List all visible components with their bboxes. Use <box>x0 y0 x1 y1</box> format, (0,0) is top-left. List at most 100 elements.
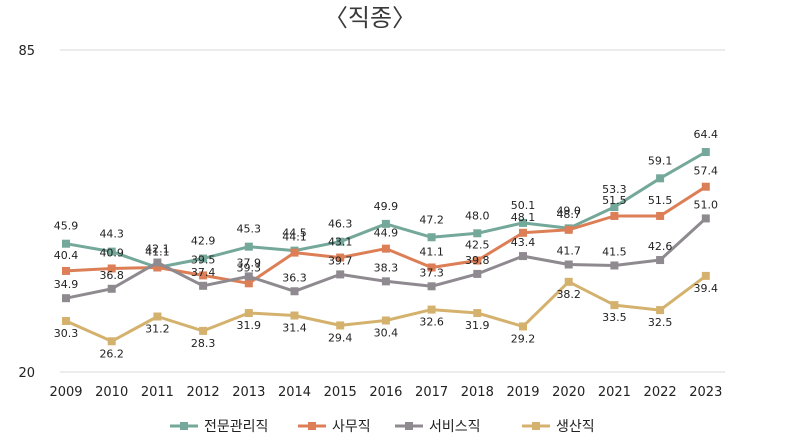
data-point <box>610 301 619 310</box>
legend-item: 생산직 <box>522 419 595 435</box>
data-point <box>62 266 70 275</box>
data-label: 43.4 <box>511 236 536 249</box>
data-point <box>519 218 527 227</box>
data-label: 34.9 <box>54 278 79 291</box>
chart-title: 〈직종〉 <box>324 4 416 32</box>
data-point <box>701 271 710 280</box>
series-3 <box>62 214 710 303</box>
data-point <box>701 214 710 223</box>
data-label: 50.1 <box>511 199 536 212</box>
data-point <box>564 225 573 234</box>
data-label: 45.9 <box>54 220 79 233</box>
data-point <box>199 254 208 263</box>
data-point <box>610 203 619 212</box>
data-label: 29.4 <box>328 331 353 344</box>
data-label: 39.7 <box>328 254 353 267</box>
x-tick-label: 2022 <box>644 385 677 400</box>
data-label: 41.5 <box>602 245 627 258</box>
data-label: 44.5 <box>282 227 307 240</box>
data-label: 40.9 <box>99 246 124 259</box>
data-point <box>153 263 162 272</box>
data-label: 57.4 <box>694 165 719 178</box>
data-point <box>381 219 390 228</box>
data-point <box>199 326 208 335</box>
data-point <box>473 269 482 278</box>
data-label: 37.3 <box>419 266 444 279</box>
data-label: 30.3 <box>54 327 79 340</box>
x-tick-label: 2009 <box>49 385 82 400</box>
data-point <box>107 264 116 273</box>
x-tick-label: 2015 <box>324 385 357 400</box>
data-point <box>656 211 665 220</box>
data-label: 30.4 <box>374 326 399 339</box>
data-point <box>290 248 299 257</box>
x-tick-label: 2023 <box>689 385 722 400</box>
series-4 <box>62 271 710 346</box>
data-point <box>564 277 573 286</box>
data-labels: 45.9 44.3 42.9 45.3 44.5 46.3 49.9 47.2 48.0 50.1… <box>54 128 718 360</box>
x-tick-label: 2011 <box>141 385 174 400</box>
x-tick-label: 2010 <box>95 385 128 400</box>
x-tick-layer: 2009 2010 2011 2012 2013 2014 2015 2016 2017 2018… <box>49 385 722 400</box>
data-label: 36.3 <box>282 271 307 284</box>
x-tick-label: 2018 <box>461 385 494 400</box>
data-point <box>199 271 208 280</box>
x-tick-label: 2021 <box>598 385 631 400</box>
legend-swatch-marker <box>532 422 540 430</box>
data-label: 45.3 <box>237 223 262 236</box>
data-point <box>427 233 436 242</box>
data-point <box>336 270 345 279</box>
data-label: 49.0 <box>556 204 581 217</box>
data-point <box>336 321 345 330</box>
data-label: 42.1 <box>145 243 170 256</box>
data-label: 39.3 <box>237 261 262 274</box>
data-point <box>244 309 253 318</box>
data-point <box>656 256 665 265</box>
y-tick-min: 20 <box>18 366 35 381</box>
data-label: 41.7 <box>556 245 581 258</box>
data-point <box>519 252 527 261</box>
legend: 전문관리직 사무직 서비스직 생산직 <box>170 419 595 435</box>
data-point <box>656 306 665 315</box>
data-label: 46.3 <box>328 218 353 231</box>
legend-label: 사무직 <box>332 419 371 435</box>
data-point <box>381 244 390 253</box>
data-label: 36.8 <box>99 269 124 282</box>
data-label: 28.3 <box>191 337 216 350</box>
data-label: 43.1 <box>328 236 353 249</box>
legend-label: 전문관리직 <box>204 419 268 435</box>
data-point <box>519 322 527 331</box>
legend-item: 전문관리직 <box>170 419 268 435</box>
data-label: 53.3 <box>602 183 627 196</box>
data-label: 44.9 <box>374 227 399 240</box>
data-label: 31.9 <box>465 319 490 332</box>
data-label: 48.0 <box>465 209 490 222</box>
data-label: 48.7 <box>556 208 581 221</box>
x-tick-label: 2012 <box>187 385 220 400</box>
legend-item: 서비스직 <box>395 419 481 435</box>
data-label: 32.6 <box>419 316 444 329</box>
data-point <box>336 237 345 246</box>
data-label: 39.5 <box>191 253 216 266</box>
series-1 <box>62 148 710 272</box>
data-label: 31.2 <box>145 323 170 336</box>
data-label: 44.1 <box>282 231 307 244</box>
data-point <box>290 287 299 296</box>
data-label: 51.5 <box>602 194 627 207</box>
data-label: 42.5 <box>465 239 490 252</box>
data-label: 42.9 <box>191 235 216 248</box>
legend-swatch-marker <box>180 422 188 430</box>
data-point <box>701 182 710 191</box>
data-label: 48.1 <box>511 211 536 224</box>
legend-swatch-marker <box>308 422 316 430</box>
x-tick-label: 2014 <box>278 385 311 400</box>
data-label: 39.4 <box>694 282 719 295</box>
data-point <box>427 263 436 272</box>
data-point <box>564 260 573 269</box>
data-label: 26.2 <box>99 347 124 360</box>
data-point <box>62 239 70 248</box>
data-point <box>290 311 299 320</box>
data-label: 37.4 <box>191 266 216 279</box>
